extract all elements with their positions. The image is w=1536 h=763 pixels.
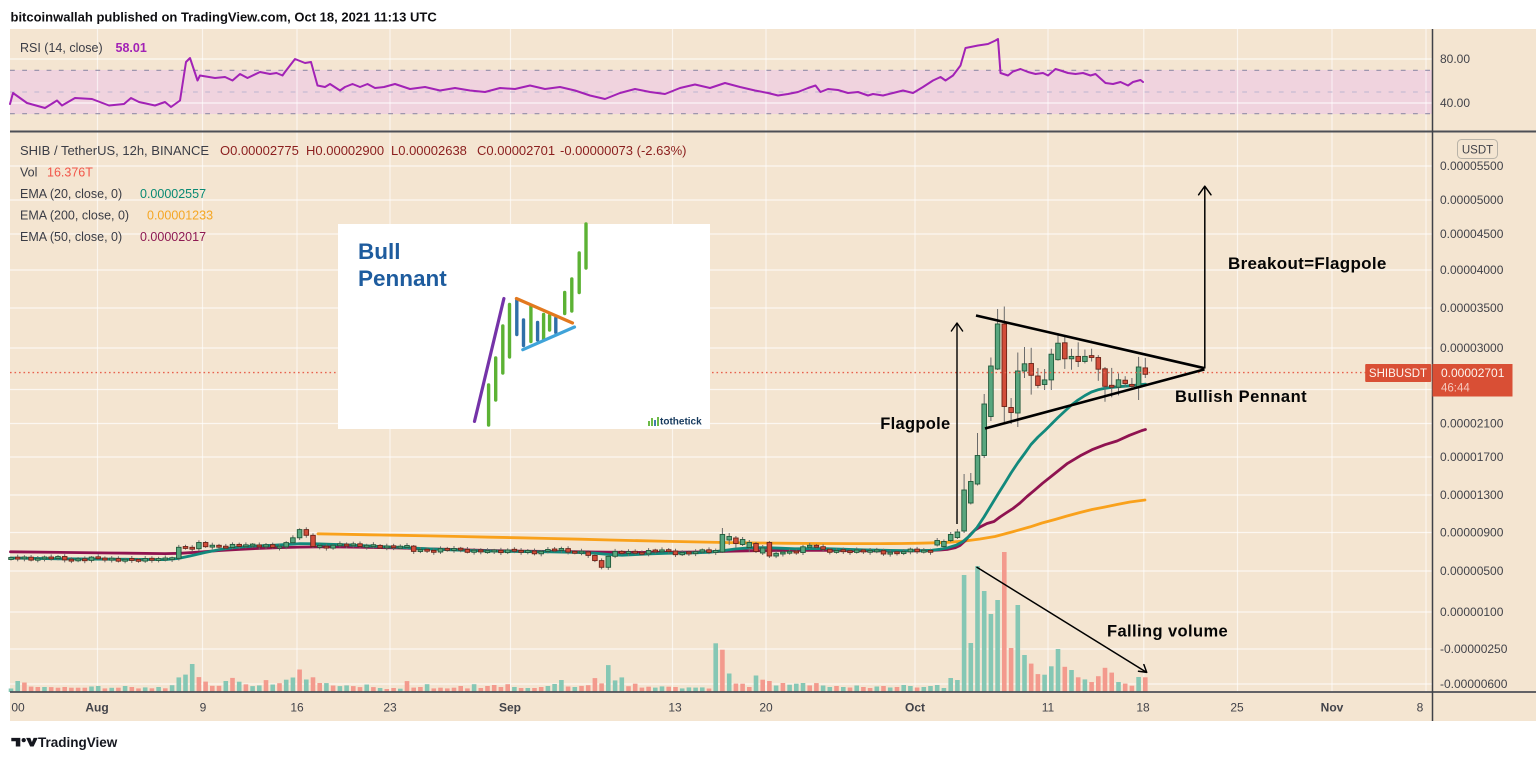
svg-text:Bullish Pennant: Bullish Pennant — [1175, 388, 1307, 406]
svg-text:0.00004000: 0.00004000 — [1440, 263, 1504, 277]
svg-text:Aug: Aug — [85, 701, 108, 715]
svg-text:tothetick: tothetick — [660, 417, 702, 428]
svg-text:0.00000900: 0.00000900 — [1440, 526, 1504, 540]
svg-text:0.00004500: 0.00004500 — [1440, 227, 1504, 241]
svg-text:0.00002100: 0.00002100 — [1440, 417, 1504, 431]
svg-text:-0.00000250: -0.00000250 — [1440, 642, 1508, 656]
svg-text:58.01: 58.01 — [116, 41, 147, 55]
svg-text:25: 25 — [1230, 701, 1244, 715]
svg-text:TradingView: TradingView — [38, 735, 118, 750]
svg-text:SHIBUSDT: SHIBUSDT — [1369, 368, 1427, 380]
svg-text:0.00000500: 0.00000500 — [1440, 564, 1504, 578]
svg-text:11: 11 — [1042, 701, 1055, 715]
svg-text:bitcoinwallah published on Tra: bitcoinwallah published on TradingView.c… — [11, 10, 438, 25]
svg-text:USDT: USDT — [1462, 145, 1493, 157]
svg-text:0.00001300: 0.00001300 — [1440, 488, 1504, 502]
svg-text:40.00: 40.00 — [1440, 96, 1470, 110]
svg-text:Pennant: Pennant — [358, 266, 447, 291]
svg-text:0.00001233: 0.00001233 — [147, 209, 213, 223]
svg-text:RSI (14, close): RSI (14, close) — [20, 41, 103, 55]
svg-text:16: 16 — [290, 701, 304, 715]
svg-text:Flagpole: Flagpole — [880, 415, 950, 433]
svg-text:0.00000100: 0.00000100 — [1440, 605, 1504, 619]
svg-text:EMA (20, close, 0): EMA (20, close, 0) — [20, 187, 122, 201]
svg-text:0.00005500: 0.00005500 — [1440, 159, 1504, 173]
svg-text:16.376T: 16.376T — [47, 166, 93, 180]
svg-text:EMA (50, close, 0): EMA (50, close, 0) — [20, 230, 122, 244]
svg-text:8: 8 — [1417, 701, 1424, 715]
svg-text:Vol: Vol — [20, 166, 37, 180]
svg-text:Breakout=Flagpole: Breakout=Flagpole — [1228, 254, 1387, 273]
svg-text:23: 23 — [383, 701, 397, 715]
svg-text:0.00002017: 0.00002017 — [140, 230, 206, 244]
svg-text:O0.00002775: O0.00002775 — [220, 143, 299, 158]
svg-text:0.00005000: 0.00005000 — [1440, 193, 1504, 207]
svg-text:-0.00000600: -0.00000600 — [1440, 677, 1508, 691]
svg-text:46:44: 46:44 — [1441, 383, 1470, 395]
svg-text:00: 00 — [11, 701, 25, 715]
svg-text:Oct: Oct — [905, 701, 925, 715]
svg-text:Bull: Bull — [358, 239, 401, 264]
svg-text:0.00002701: 0.00002701 — [1441, 366, 1505, 380]
svg-text:SHIB / TetherUS, 12h, BINANCE: SHIB / TetherUS, 12h, BINANCE — [20, 143, 209, 158]
svg-text:Sep: Sep — [499, 701, 521, 715]
svg-text:0.00001700: 0.00001700 — [1440, 450, 1504, 464]
svg-text:80.00: 80.00 — [1440, 52, 1470, 66]
svg-text:0.00003500: 0.00003500 — [1440, 301, 1504, 315]
svg-text:L0.00002638: L0.00002638 — [391, 143, 467, 158]
svg-text:9: 9 — [200, 701, 207, 715]
svg-text:Falling volume: Falling volume — [1107, 623, 1228, 641]
svg-text:0.00002557: 0.00002557 — [140, 187, 206, 201]
svg-text:0.00003000: 0.00003000 — [1440, 341, 1504, 355]
svg-text:-0.00000073 (-2.63%): -0.00000073 (-2.63%) — [560, 143, 686, 158]
svg-text:Nov: Nov — [1321, 701, 1344, 715]
svg-text:18: 18 — [1136, 701, 1150, 715]
svg-text:EMA (200, close, 0): EMA (200, close, 0) — [20, 209, 129, 223]
svg-text:H0.00002900: H0.00002900 — [306, 143, 384, 158]
svg-text:13: 13 — [668, 701, 682, 715]
svg-text:C0.00002701: C0.00002701 — [477, 143, 555, 158]
svg-text:20: 20 — [759, 701, 773, 715]
